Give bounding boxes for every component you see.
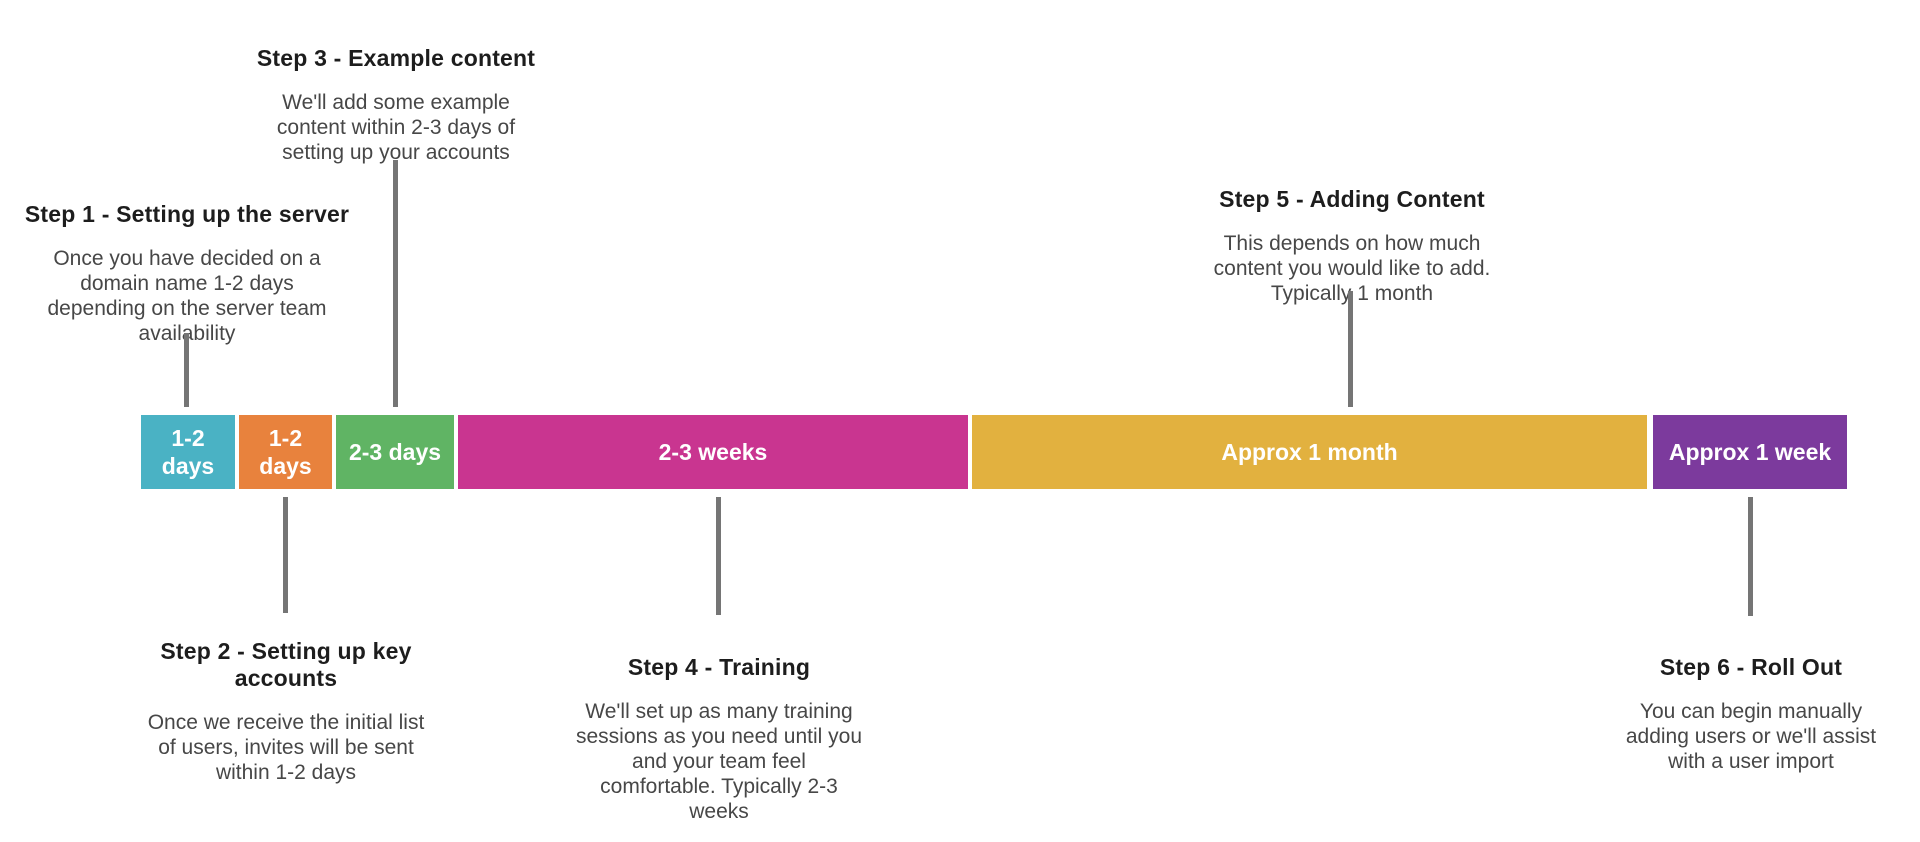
segment-6-duration-label: Approx 1 week [1668,439,1832,465]
timeline-segment-1: 1-2 days [141,415,235,489]
step-1-description: Once you have decided on a domain name 1… [47,247,327,345]
step-5-title: Step 5 - Adding Content [1219,186,1485,212]
timeline-segment-5: Approx 1 month [972,415,1647,489]
step-3-connector-line [393,160,398,407]
step-6-title: Step 6 - Roll Out [1659,654,1843,680]
step-3-callout: Step 3 - Example content We'll add some … [226,27,566,183]
timeline-segment-6: Approx 1 week [1653,415,1847,489]
step-5-callout: Step 5 - Adding Content This depends on … [1172,168,1532,324]
step-2-callout: Step 2 - Setting up key accounts Once we… [116,620,456,803]
timeline-segment-4: 2-3 weeks [458,415,968,489]
step-6-callout: Step 6 - Roll Out You can begin manually… [1581,636,1920,792]
timeline-segment-2: 1-2 days [239,415,332,489]
step-2-description: Once we receive the initial list of user… [147,711,425,784]
step-4-connector-line [716,497,721,615]
step-3-title: Step 3 - Example content [256,45,536,71]
step-1-connector-line [184,333,189,407]
step-6-connector-line [1748,497,1753,616]
segment-3-duration-label: 2-3 days [348,439,442,465]
step-5-connector-line [1348,291,1353,407]
step-3-description: We'll add some example content within 2-… [276,91,516,164]
step-4-title: Step 4 - Training [627,654,811,680]
step-2-connector-line [283,497,288,613]
step-1-title: Step 1 - Setting up the server [24,201,350,227]
step-5-description: This depends on how much content you wou… [1213,232,1491,305]
timeline-segment-3: 2-3 days [336,415,454,489]
step-4-callout: Step 4 - Training We'll set up as many t… [549,636,889,842]
segment-1-duration-label: 1-2 days [161,425,215,479]
segment-2-duration-label: 1-2 days [259,425,312,479]
segment-5-duration-label: Approx 1 month [1221,439,1398,465]
step-6-description: You can begin manually adding users or w… [1625,700,1877,773]
step-2-title: Step 2 - Setting up key accounts [160,638,412,691]
step-4-description: We'll set up as many training sessions a… [575,700,862,823]
segment-4-duration-label: 2-3 weeks [658,439,768,465]
